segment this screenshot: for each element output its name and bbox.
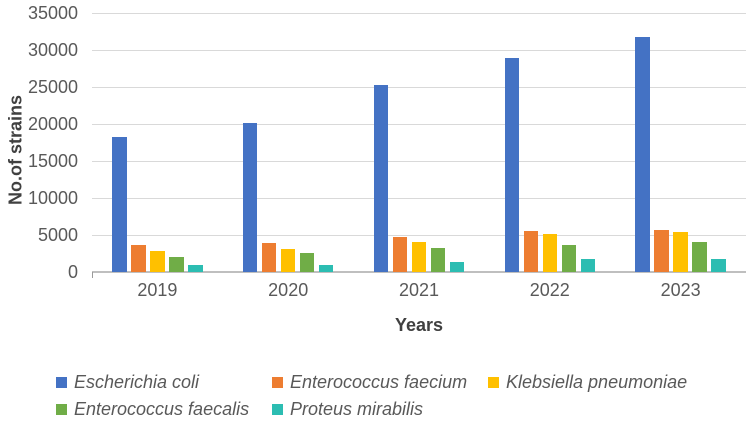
x-axis-line	[92, 271, 746, 273]
bar	[673, 232, 688, 272]
legend-label: Enterococcus faecium	[290, 372, 468, 392]
gridline	[92, 87, 746, 88]
bar	[542, 234, 558, 272]
gridline	[92, 161, 746, 162]
legend-label: Enterococcus faecalis	[74, 399, 250, 419]
bar	[242, 123, 258, 272]
bar	[150, 250, 165, 272]
bar	[188, 264, 203, 272]
legend-label: Klebsiella pneumoniae	[506, 372, 688, 392]
y-tick-label: 25000	[27, 77, 78, 97]
x-axis-title: Years	[394, 315, 444, 335]
bar	[373, 84, 389, 272]
bar-group-2020	[223, 13, 354, 272]
legend-item: Escherichia coli	[56, 371, 199, 393]
bar-group-2023	[615, 13, 746, 272]
bar	[580, 259, 596, 272]
x-axis-tick	[92, 272, 93, 278]
plot-area	[92, 13, 746, 278]
bar	[504, 58, 520, 272]
bar	[392, 237, 408, 272]
y-tick-label: 20000	[27, 114, 78, 134]
legend-item: Enterococcus faecalis	[56, 398, 249, 420]
y-tick-label: 35000	[27, 3, 78, 23]
y-tick-label: 5000	[37, 225, 78, 245]
bar	[299, 252, 315, 272]
bar	[523, 230, 539, 272]
bar	[449, 262, 465, 272]
bar-group-2021	[354, 13, 485, 272]
legend-swatch-icon	[272, 376, 283, 388]
legend-label: Escherichia coli	[74, 372, 200, 392]
bar	[112, 136, 127, 272]
y-tick-label: 30000	[27, 40, 78, 60]
bar-group-2019	[92, 13, 223, 272]
legend-swatch-icon	[56, 376, 67, 388]
bar	[430, 248, 446, 272]
bar	[561, 244, 577, 272]
bar	[131, 245, 146, 272]
bar-group-2022	[484, 13, 615, 272]
gridline	[92, 198, 746, 199]
x-tick-label: 2022	[529, 280, 570, 300]
bar	[711, 259, 726, 272]
y-tick-label: 0	[67, 262, 78, 282]
legend-item: Proteus mirabilis	[272, 398, 423, 420]
legend-swatch-icon	[272, 403, 283, 415]
bar	[280, 249, 296, 272]
legend-item: Enterococcus faecium	[272, 371, 467, 393]
gridline	[92, 235, 746, 236]
bar	[318, 264, 334, 272]
bar	[169, 256, 184, 272]
legend-swatch-icon	[56, 403, 67, 415]
legend-swatch-icon	[488, 376, 499, 388]
bar	[654, 229, 669, 272]
y-tick-label: 15000	[27, 151, 78, 171]
gridline	[92, 50, 746, 51]
bar	[261, 243, 277, 272]
x-tick-label: 2020	[268, 280, 309, 300]
legend-label: Proteus mirabilis	[290, 399, 424, 419]
bar	[635, 37, 650, 272]
x-tick-label: 2019	[137, 280, 178, 300]
gridline	[92, 13, 746, 14]
bar	[692, 241, 707, 272]
x-tick-label: 2021	[398, 280, 440, 300]
legend-item: Klebsiella pneumoniae	[488, 371, 687, 393]
x-tick-label: 2023	[660, 280, 701, 300]
gridline	[92, 124, 746, 125]
bar	[411, 242, 427, 272]
y-tick-label: 10000	[27, 188, 78, 208]
